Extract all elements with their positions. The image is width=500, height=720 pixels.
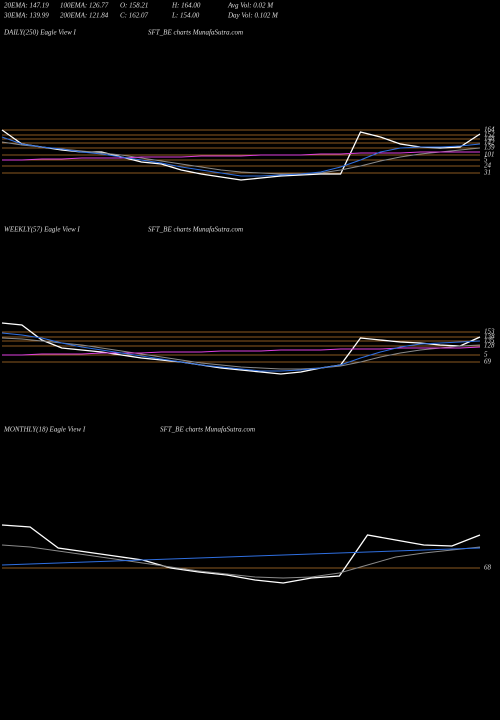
header-stat: L: 154.00: [171, 12, 200, 20]
price-line: [1, 141, 481, 175]
header-stat: O: 158.21: [120, 2, 148, 10]
header-stat: H: 164.00: [171, 2, 201, 10]
panel-subtitle: SFT_BE charts MunafaSutra.com: [148, 29, 243, 37]
panel-title: MONTHLY(18) Eagle View I: [3, 426, 86, 434]
level-label: 101: [484, 151, 495, 159]
price-line: [2, 151, 480, 161]
level-label: 24: [484, 162, 492, 170]
header-stat: 20EMA: 147.19: [4, 2, 49, 10]
level-label: 148: [484, 135, 495, 143]
price-line: [1, 524, 481, 584]
price-line: [1, 547, 481, 566]
header-stat: C: 162.07: [120, 12, 149, 20]
level-label: 5: [484, 156, 488, 164]
price-line: [1, 337, 481, 370]
level-label: 164: [484, 126, 495, 134]
panel-subtitle: SFT_BE charts MunafaSutra.com: [148, 226, 243, 234]
header-stat: 30EMA: 139.99: [3, 12, 49, 20]
panel-title: DAILY(250) Eagle View I: [3, 29, 77, 37]
price-line: [1, 544, 481, 579]
price-line: [1, 136, 481, 177]
level-label: 139: [484, 144, 495, 152]
level-label: 153: [484, 328, 495, 336]
level-label: 68: [484, 564, 492, 572]
panel-title: WEEKLY(57) Eagle View I: [4, 226, 80, 234]
header-stat: 100EMA: 126.77: [60, 2, 109, 10]
level-label: 142: [484, 139, 495, 147]
price-line: [2, 346, 481, 356]
level-label: 5: [484, 351, 488, 359]
price-line: [1, 332, 481, 372]
level-label: 69: [484, 358, 492, 366]
panel-subtitle: SFT_BE charts MunafaSutra.com: [160, 426, 255, 434]
header-stat: Avg Vol: 0.02 M: [227, 2, 274, 10]
level-label: 128: [484, 342, 495, 350]
level-label: 152: [484, 131, 495, 139]
level-label: 138: [484, 333, 495, 341]
header-stat: Day Vol: 0.102 M: [227, 12, 279, 20]
header-stat: 200EMA: 121.84: [60, 12, 109, 20]
level-label: 31: [483, 169, 491, 177]
price-line: [1, 322, 481, 375]
level-label: 135: [484, 337, 495, 345]
